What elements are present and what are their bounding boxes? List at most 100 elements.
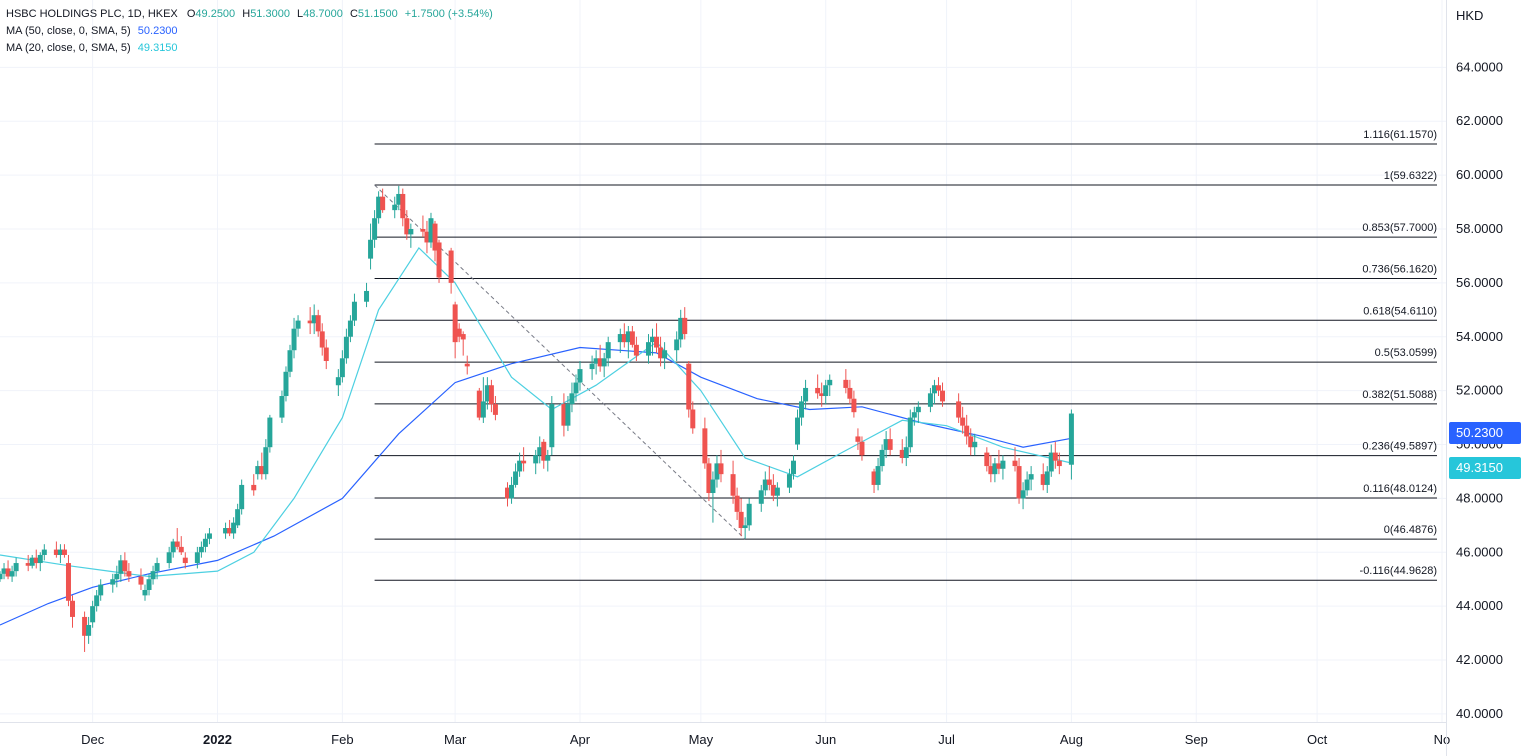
candle-body [795, 417, 801, 445]
candle [935, 377, 941, 397]
candle [118, 554, 124, 582]
candle [90, 600, 96, 628]
candle-body [718, 463, 724, 475]
candle [5, 560, 11, 580]
candle-body [464, 363, 470, 367]
candle-body [239, 484, 245, 510]
candle [255, 460, 261, 480]
candle [53, 541, 59, 558]
candle [70, 595, 76, 628]
candle-body [537, 447, 543, 456]
candle-body [82, 616, 88, 636]
candle [259, 452, 265, 480]
candle-body [1048, 452, 1054, 472]
candle [65, 554, 71, 607]
candle [339, 350, 345, 383]
candle-body [223, 528, 229, 534]
candle [597, 344, 603, 372]
fib-level-label: 0.236(49.5897) [1362, 441, 1437, 453]
candle [283, 366, 289, 402]
candle-body [569, 393, 575, 405]
candle-body [53, 549, 59, 555]
candle-body [819, 393, 825, 397]
candle-body [513, 471, 519, 485]
candle-body [380, 196, 386, 211]
candle [517, 452, 523, 477]
time-tick-label: Feb [331, 732, 353, 747]
candle-body [899, 449, 905, 458]
candle-body [351, 301, 357, 321]
candle [549, 396, 555, 456]
candle [154, 557, 160, 580]
candle-body [505, 487, 511, 499]
candle [605, 336, 611, 367]
candle [29, 554, 35, 569]
candle-body [815, 387, 821, 394]
candle-body [702, 428, 708, 464]
candle-body [231, 522, 237, 534]
candle-body [827, 379, 833, 386]
candle-body [738, 511, 744, 529]
candle [291, 317, 297, 359]
candle-body [859, 441, 865, 456]
candle-body [964, 425, 970, 437]
candle-body [98, 584, 104, 596]
ma50-value: 50.2300 [137, 25, 178, 37]
ma50-line [0, 346, 1072, 626]
candle [645, 334, 651, 364]
legend-ohlc-row: HSBC HOLDINGS PLC, 1D, HKEX O49.2500 H51… [6, 6, 493, 23]
candle [859, 436, 865, 461]
candle [968, 428, 974, 456]
candle-body [984, 452, 990, 467]
candle-body [851, 398, 857, 413]
candle-body [227, 528, 233, 534]
change-value: +1.7500 (+3.54%) [404, 8, 493, 20]
candle-body [847, 387, 853, 399]
candle [57, 544, 63, 564]
fib-level-label: 0.382(51.5088) [1362, 389, 1437, 401]
candle [714, 455, 720, 488]
candle-body [633, 344, 639, 356]
candle [33, 549, 39, 569]
candle-body [452, 304, 458, 343]
legend-ma50-row: MA (50, close, 0, SMA, 5) 50.2300 [6, 23, 493, 40]
time-tick-label: Sep [1185, 732, 1208, 747]
candle [335, 369, 341, 397]
candle-body [178, 546, 184, 553]
candle [907, 409, 913, 453]
candle-body [86, 625, 92, 636]
candle [766, 466, 772, 491]
candle-body [146, 579, 152, 590]
candle [460, 331, 466, 356]
candle [988, 455, 994, 483]
candle-body [786, 474, 792, 488]
time-tick-label: May [689, 732, 714, 747]
candle [847, 379, 853, 405]
candle [972, 433, 978, 456]
candle [855, 428, 861, 450]
candle-body [746, 503, 752, 526]
candle [770, 474, 776, 502]
candle [774, 482, 780, 507]
candle [400, 188, 406, 227]
candle-body [110, 579, 116, 585]
candle-body [734, 495, 740, 512]
candle [633, 336, 639, 361]
candle-body [364, 290, 370, 302]
candle [662, 342, 668, 370]
candle-body [714, 463, 720, 480]
candle-body [996, 463, 1002, 469]
candle-body [803, 387, 809, 402]
time-tick-label: Oct [1307, 732, 1328, 747]
candle-body [509, 484, 515, 499]
candle [476, 387, 482, 421]
candle [138, 568, 144, 590]
candle-body [517, 460, 523, 472]
candle [1, 563, 7, 580]
ma20-value: 49.3150 [137, 42, 178, 54]
candle [718, 449, 724, 483]
candle [738, 498, 744, 537]
candle-body [480, 401, 486, 418]
